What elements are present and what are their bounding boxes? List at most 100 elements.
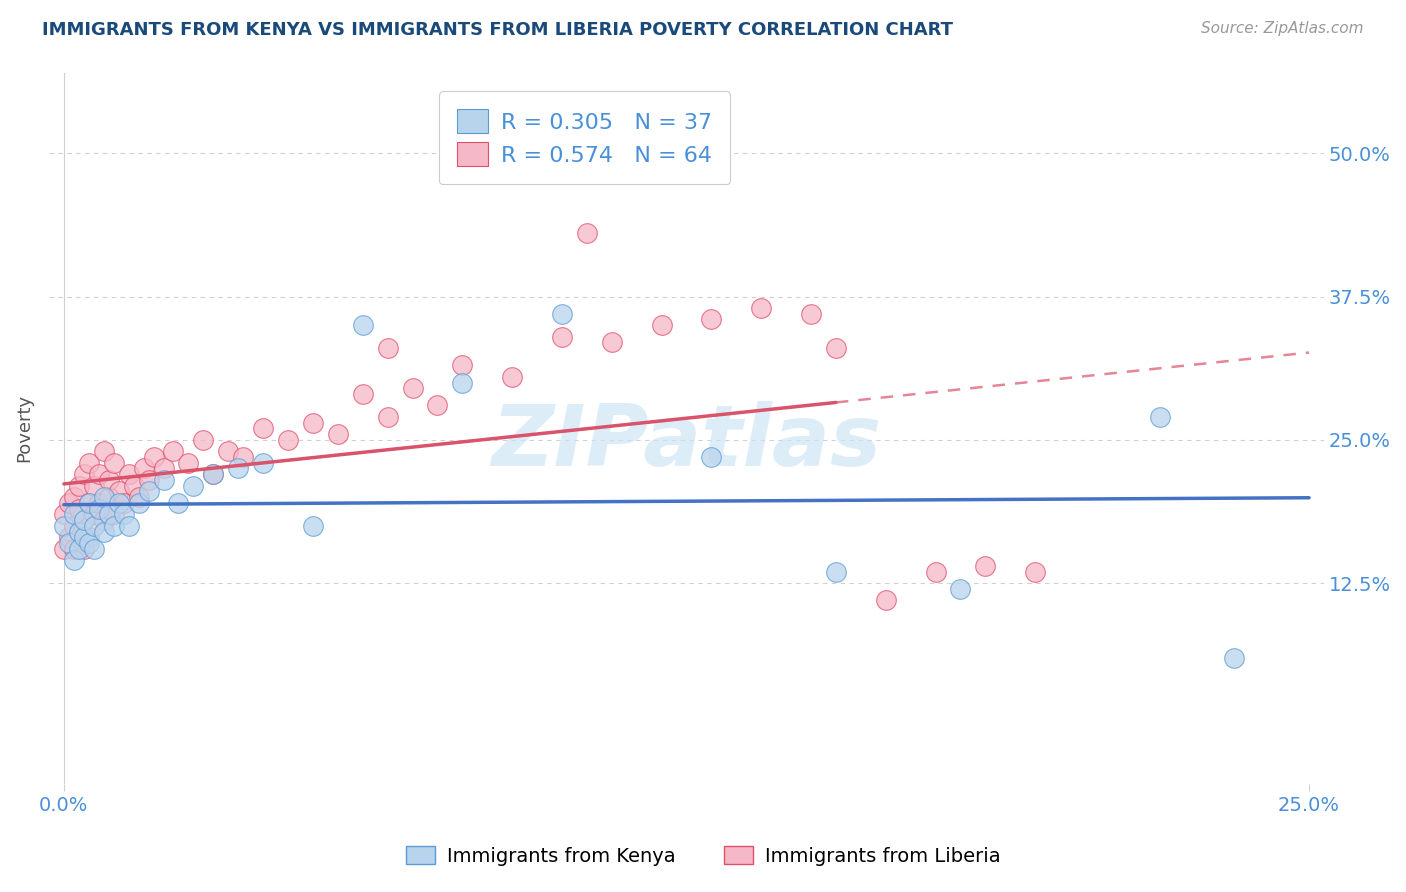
Point <box>77 456 100 470</box>
Y-axis label: Poverty: Poverty <box>15 394 32 462</box>
Point <box>63 553 86 567</box>
Point <box>77 536 100 550</box>
Point <box>73 541 96 556</box>
Point <box>451 376 474 390</box>
Point <box>551 329 574 343</box>
Point <box>118 518 141 533</box>
Point <box>103 508 125 522</box>
Point <box>426 399 449 413</box>
Point <box>83 541 105 556</box>
Point <box>112 508 135 522</box>
Point <box>600 335 623 350</box>
Text: Source: ZipAtlas.com: Source: ZipAtlas.com <box>1201 21 1364 36</box>
Point <box>63 518 86 533</box>
Point <box>103 518 125 533</box>
Point <box>377 341 399 355</box>
Point <box>58 496 80 510</box>
Point <box>77 496 100 510</box>
Point <box>1149 409 1171 424</box>
Point <box>67 478 90 492</box>
Point <box>302 518 325 533</box>
Point <box>401 381 423 395</box>
Point <box>97 473 120 487</box>
Point <box>167 496 190 510</box>
Point <box>142 450 165 464</box>
Point <box>501 369 523 384</box>
Point <box>352 387 374 401</box>
Point <box>749 301 772 315</box>
Point <box>87 496 110 510</box>
Point <box>107 484 129 499</box>
Point <box>700 312 723 326</box>
Point <box>277 433 299 447</box>
Point <box>128 496 150 510</box>
Point <box>73 467 96 482</box>
Point <box>800 307 823 321</box>
Point <box>87 467 110 482</box>
Point <box>103 456 125 470</box>
Point <box>377 409 399 424</box>
Point <box>177 456 200 470</box>
Point <box>152 461 174 475</box>
Point <box>107 496 129 510</box>
Point <box>700 450 723 464</box>
Point <box>232 450 254 464</box>
Point <box>162 444 184 458</box>
Point <box>67 524 90 539</box>
Point <box>93 444 115 458</box>
Point <box>352 318 374 333</box>
Point <box>67 541 90 556</box>
Point <box>118 467 141 482</box>
Point <box>202 467 225 482</box>
Point <box>93 513 115 527</box>
Point <box>52 518 75 533</box>
Point <box>87 501 110 516</box>
Point <box>58 536 80 550</box>
Point <box>326 427 349 442</box>
Point <box>974 558 997 573</box>
Point <box>138 473 160 487</box>
Text: IMMIGRANTS FROM KENYA VS IMMIGRANTS FROM LIBERIA POVERTY CORRELATION CHART: IMMIGRANTS FROM KENYA VS IMMIGRANTS FROM… <box>42 21 953 38</box>
Point <box>825 341 848 355</box>
Point <box>63 490 86 504</box>
Point <box>183 478 205 492</box>
Point <box>1024 565 1046 579</box>
Point <box>152 473 174 487</box>
Point <box>132 461 155 475</box>
Point <box>451 359 474 373</box>
Point <box>122 478 145 492</box>
Legend: Immigrants from Kenya, Immigrants from Liberia: Immigrants from Kenya, Immigrants from L… <box>398 838 1008 873</box>
Point <box>575 227 598 241</box>
Point <box>551 307 574 321</box>
Point <box>73 530 96 544</box>
Point <box>83 478 105 492</box>
Point <box>67 524 90 539</box>
Point <box>97 508 120 522</box>
Point <box>651 318 673 333</box>
Point <box>949 582 972 596</box>
Point <box>252 421 274 435</box>
Point <box>252 456 274 470</box>
Point <box>63 508 86 522</box>
Point <box>73 513 96 527</box>
Point <box>193 433 215 447</box>
Point <box>138 484 160 499</box>
Point <box>226 461 249 475</box>
Point <box>83 508 105 522</box>
Point <box>52 508 75 522</box>
Legend: R = 0.305   N = 37, R = 0.574   N = 64: R = 0.305 N = 37, R = 0.574 N = 64 <box>439 91 730 184</box>
Point <box>202 467 225 482</box>
Point <box>73 513 96 527</box>
Point <box>63 541 86 556</box>
Point <box>93 524 115 539</box>
Point <box>1223 650 1246 665</box>
Point <box>217 444 239 458</box>
Point <box>128 490 150 504</box>
Point <box>924 565 946 579</box>
Point <box>77 496 100 510</box>
Point <box>77 530 100 544</box>
Point <box>83 518 105 533</box>
Point <box>875 593 897 607</box>
Point <box>52 541 75 556</box>
Point <box>93 490 115 504</box>
